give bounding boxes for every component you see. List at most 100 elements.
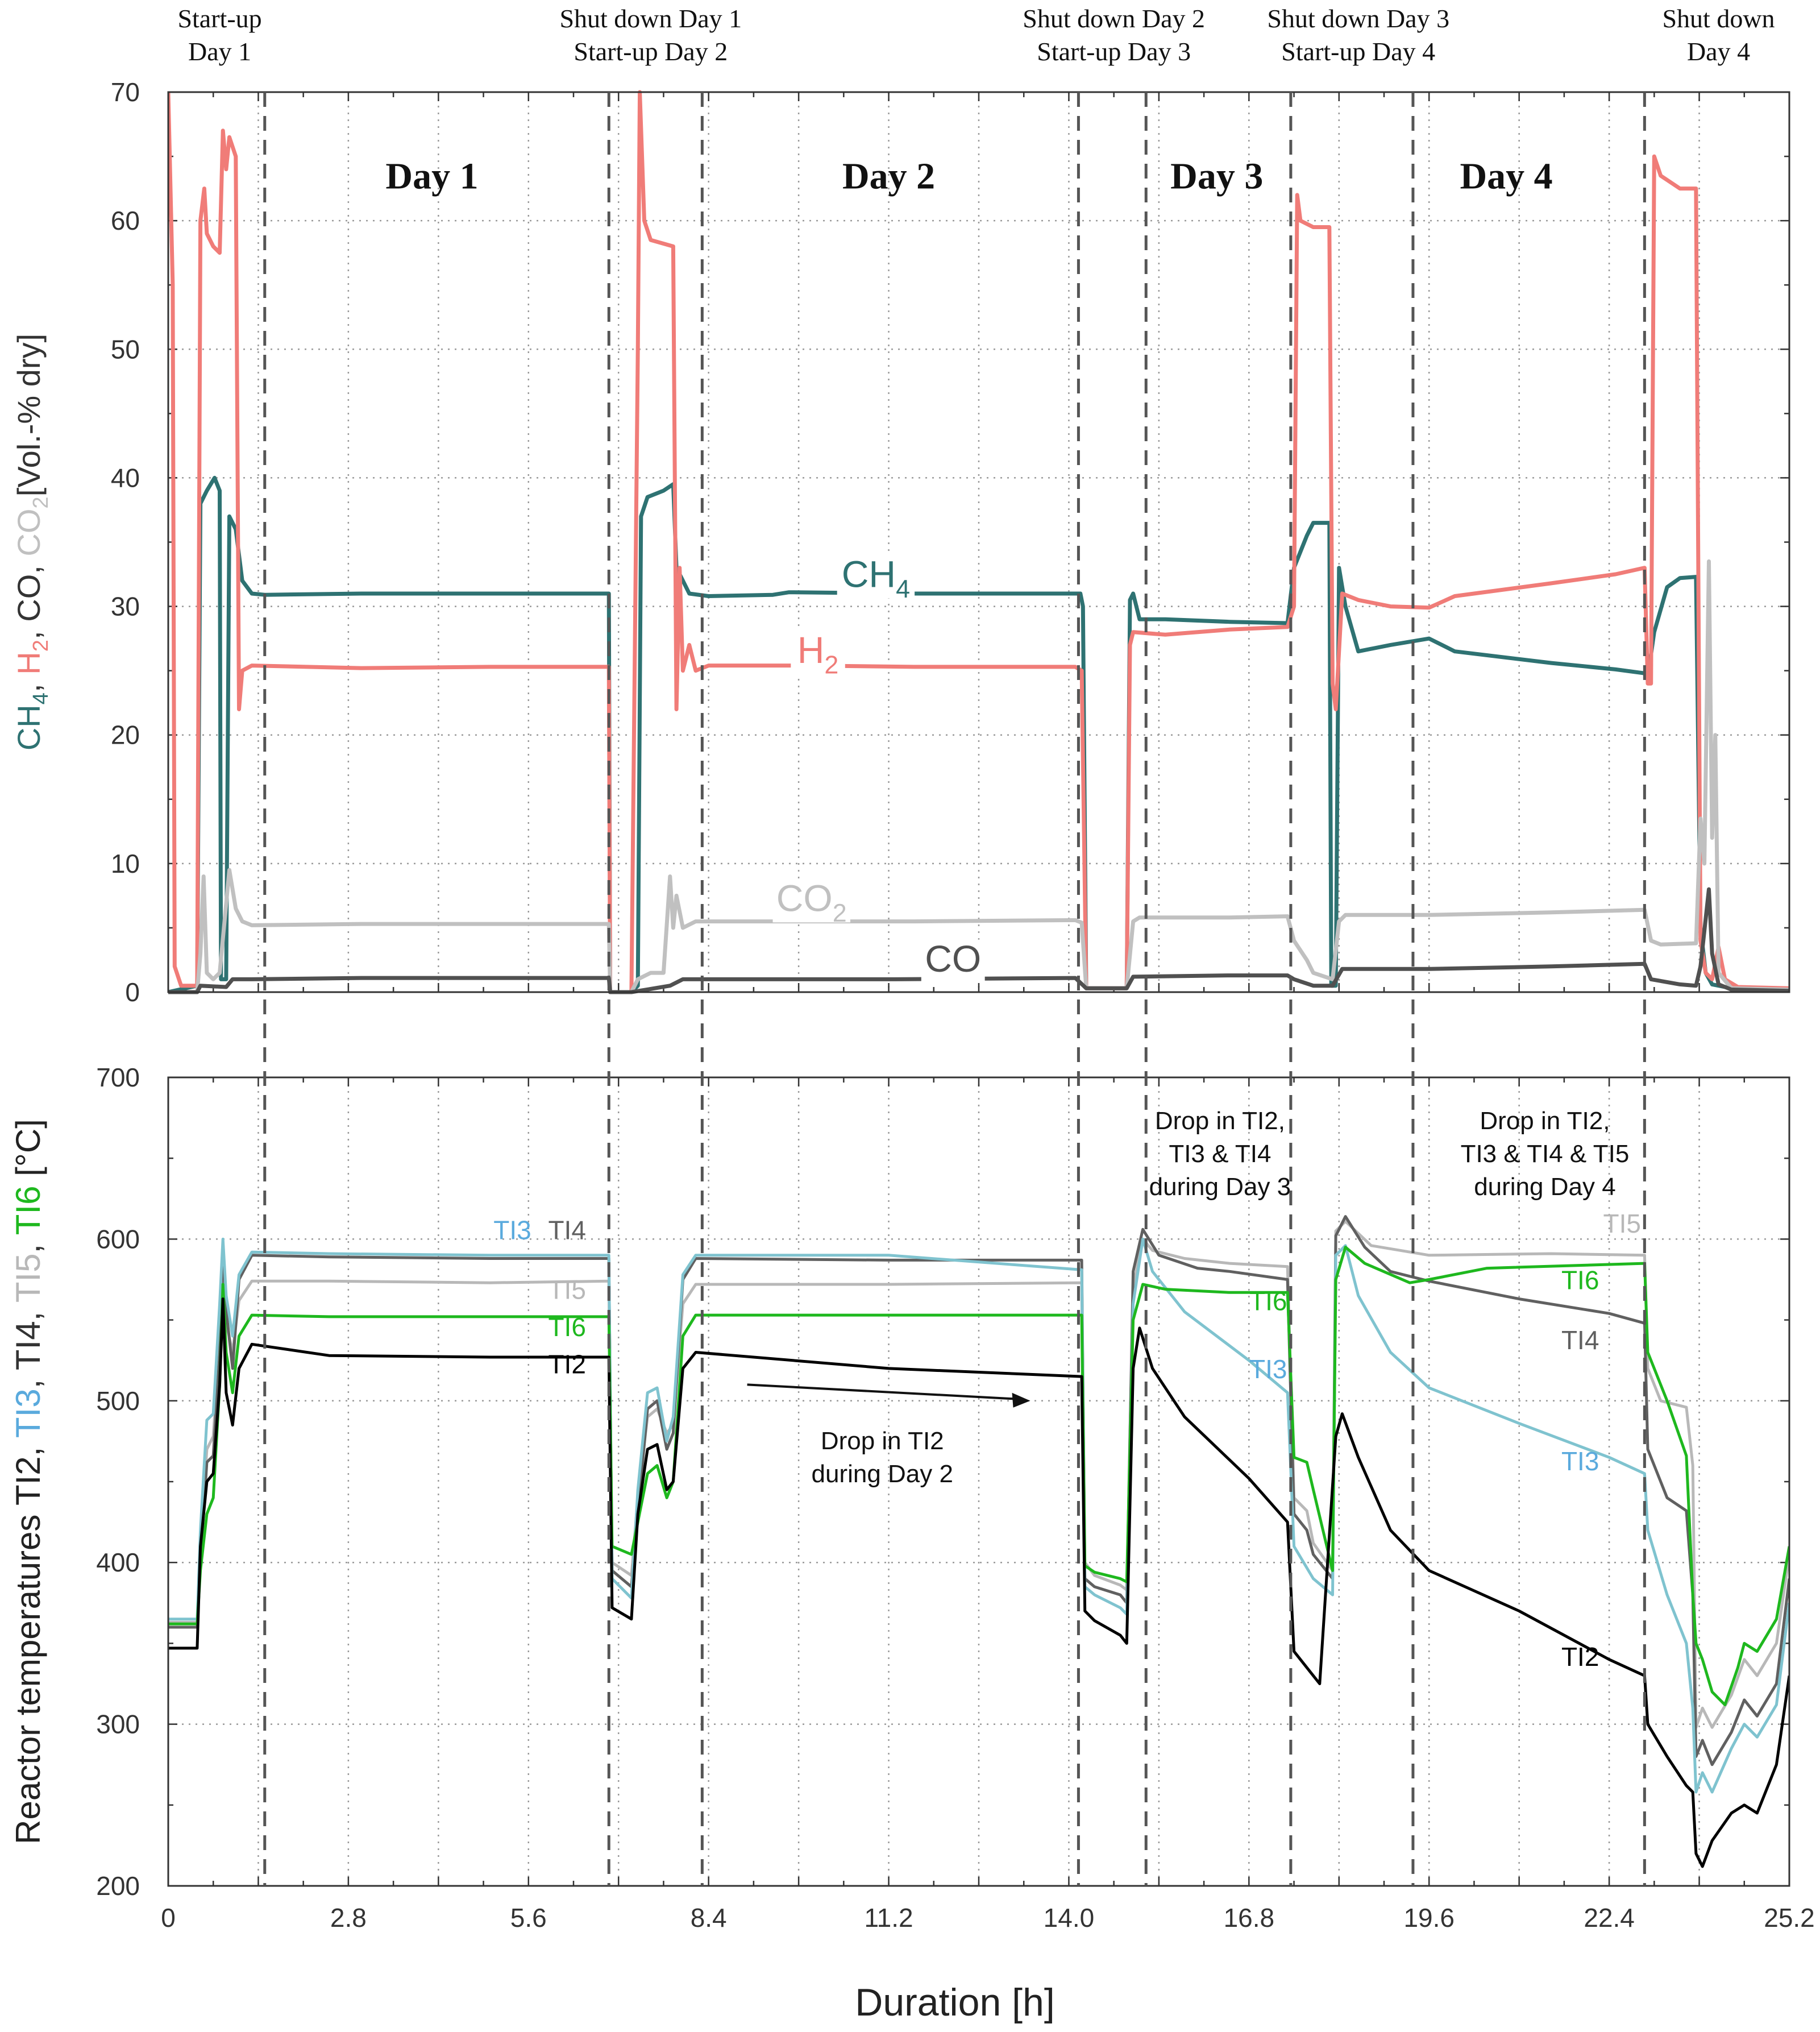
series-label: TI3 <box>1561 1446 1599 1476</box>
y-axis-title-part: , CO, <box>11 557 47 640</box>
y-tick-label: 20 <box>111 720 140 750</box>
y-axis-title-part: , <box>11 675 47 692</box>
y-axis-title-part: TI5 <box>9 1253 47 1303</box>
plot-frame <box>167 1076 1790 1887</box>
series-label: CH4 <box>842 553 910 603</box>
series-label: TI6 <box>1561 1266 1599 1295</box>
series-line-ti2 <box>168 1297 1789 1868</box>
y-axis-title: Reactor temperatures TI2, TI3, TI4, TI5,… <box>9 1119 47 1844</box>
series-label: TI6 <box>548 1312 585 1342</box>
event-label: Day 4 <box>1687 37 1750 66</box>
event-markers: Start-up Day 1 Shut down Day 1 Start-up Day… <box>177 4 1775 1886</box>
y-tick-label: 60 <box>111 206 140 235</box>
series-label: TI6 <box>1249 1287 1287 1316</box>
y-tick-label: 70 <box>111 77 140 107</box>
y-axis-title-part: TI3 <box>9 1388 47 1438</box>
event-label: Start-up Day 3 <box>1037 37 1191 66</box>
event-label: Day 1 <box>188 37 251 66</box>
series-label-text: TI5 <box>548 1275 585 1305</box>
y-tick-label: 400 <box>96 1548 140 1577</box>
series-group <box>168 90 1789 994</box>
series-label-text: H <box>797 629 825 671</box>
annotation-text: Drop in TI2 <box>821 1427 944 1455</box>
series-label: TI5 <box>548 1275 585 1305</box>
annotation: Drop in TI2 during Day 2 <box>747 1383 1030 1488</box>
annotation-arrow <box>747 1383 1019 1400</box>
event-label: Shut down <box>1662 4 1775 33</box>
y-tick-label: 300 <box>96 1710 140 1739</box>
event-label: Start-up <box>177 4 261 33</box>
series-label-bg <box>791 631 845 674</box>
y-axis-title-part: , TI4, <box>9 1303 47 1388</box>
y-tick-label: 50 <box>111 334 140 364</box>
series-label-text: TI4 <box>548 1215 585 1245</box>
annotation-text: Drop in TI2, <box>1480 1107 1610 1135</box>
series-label-text: TI3 <box>1561 1446 1599 1476</box>
y-axis-title-subscript: 2 <box>29 496 53 508</box>
y-axis-title-subscript: 2 <box>29 640 53 652</box>
series-label: TI4 <box>1561 1325 1599 1355</box>
series-label-text: CO <box>776 877 833 919</box>
series-group <box>168 1215 1789 1868</box>
series-line-h2 <box>168 90 1789 994</box>
event-label: Shut down Day 3 <box>1267 4 1449 33</box>
event-label: Shut down Day 1 <box>559 4 742 33</box>
x-tick-label: 0 <box>161 1903 176 1933</box>
series-label-text: TI6 <box>548 1312 585 1342</box>
annotation-arrowhead <box>1012 1392 1030 1408</box>
x-tick-label: 25.2 <box>1764 1903 1815 1933</box>
y-axis-title-part: , <box>9 1235 47 1253</box>
y-axis-title-part: [Vol.-% dry] <box>11 334 47 496</box>
y-axis-title-subscript: 4 <box>29 692 53 704</box>
annotation-text: during Day 3 <box>1149 1173 1291 1201</box>
series-label-subscript: 2 <box>824 650 838 679</box>
day-label: Day 3 <box>1170 156 1263 197</box>
series-label: CO2 <box>776 877 847 927</box>
x-tick-label: 11.2 <box>864 1903 913 1933</box>
series-label: TI3 <box>1249 1354 1287 1384</box>
y-axis-title-part: TI6 <box>9 1185 47 1235</box>
grid-lines <box>168 1077 1789 1886</box>
annotation-text: TI3 & TI4 <box>1169 1140 1271 1168</box>
x-tick-label: 16.8 <box>1224 1903 1275 1933</box>
y-axis-title-part: [°C] <box>9 1119 47 1185</box>
y-tick-label: 40 <box>111 463 140 492</box>
series-label-text: TI6 <box>1249 1287 1287 1316</box>
series-label-text: TI2 <box>548 1349 585 1379</box>
series-label-subscript: 2 <box>833 898 847 927</box>
x-tick-label: 14.0 <box>1044 1903 1095 1933</box>
y-tick-label: 700 <box>96 1063 140 1092</box>
y-axis-title-part: CH <box>11 704 47 750</box>
x-tick-label: 2.8 <box>330 1903 367 1933</box>
x-tick-label: 5.6 <box>510 1903 547 1933</box>
grid-lines <box>168 92 1789 992</box>
y-tick-label: 200 <box>96 1871 140 1901</box>
x-axis-title: Duration [h] <box>855 1981 1055 2024</box>
annotation-text: Drop in TI2, <box>1155 1107 1285 1135</box>
annotation: Drop in TI2, TI3 & TI4 & TI5 during Day 4 <box>1461 1107 1630 1201</box>
y-tick-label: 600 <box>96 1224 140 1254</box>
x-tick-label: 22.4 <box>1584 1903 1635 1933</box>
y-tick-label: 30 <box>111 592 140 621</box>
series-label: TI3 <box>493 1215 531 1245</box>
series-label-text: TI4 <box>1561 1325 1599 1355</box>
series-label-text: CH <box>842 553 896 595</box>
series-label-bg <box>837 555 915 599</box>
series-line-co <box>168 887 1789 994</box>
annotation-text: during Day 4 <box>1474 1173 1615 1201</box>
y-tick-label: 10 <box>111 849 140 878</box>
annotation-text: TI3 & TI4 & TI5 <box>1461 1140 1630 1168</box>
day-label: Day 1 <box>385 156 478 197</box>
y-axis-title-part: CO <box>11 509 47 557</box>
annotation-text: during Day 2 <box>811 1460 953 1488</box>
series-label-text: CO <box>925 938 981 980</box>
event-label: Shut down Day 2 <box>1023 4 1205 33</box>
series-label-text: TI3 <box>1249 1354 1287 1384</box>
y-axis-title-part: Reactor temperatures TI2, <box>9 1438 47 1844</box>
series-label-text: TI2 <box>1561 1642 1599 1672</box>
y-axis-title: CH4 , H2 , CO, CO2 [Vol.-% dry] <box>11 334 53 750</box>
